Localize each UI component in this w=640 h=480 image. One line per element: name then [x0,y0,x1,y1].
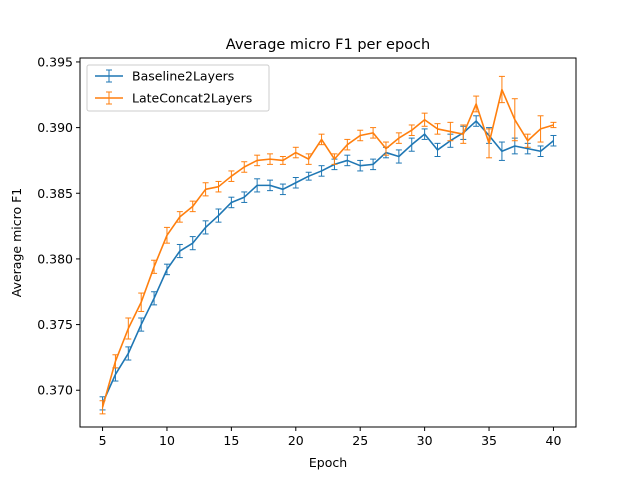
legend-box [86,64,270,112]
series-layer [99,75,557,415]
legend-label: LateConcat2Layers [132,91,252,106]
x-axis: 5 10 15 20 25 30 35 40 [99,427,562,448]
legend-label: Baseline2Layers [132,69,234,84]
y-tick-label: 0.390 [37,120,73,135]
series-line [101,88,554,408]
y-tick-label: 0.370 [37,383,73,398]
x-tick-label: 25 [352,433,368,448]
y-tick-label: 0.380 [37,251,73,266]
legend: Baseline2Layers LateConcat2Layers [86,64,270,112]
plot-area [79,57,577,428]
x-tick-label: 20 [288,433,304,448]
y-tick-label: 0.395 [37,54,73,69]
y-tick-label: 0.385 [37,186,73,201]
x-tick-label: 5 [99,433,107,448]
x-tick-label: 35 [481,433,497,448]
error-bar [550,134,557,147]
x-axis-label: Epoch [309,455,347,470]
y-axis: 0.370 0.375 0.380 0.385 0.390 0.395 [37,54,80,398]
x-tick-label: 30 [417,433,433,448]
legend-entry: LateConcat2Layers [95,91,252,106]
series-LateConcat2Layers [99,75,557,415]
legend-entry: Baseline2Layers [95,69,234,84]
x-tick-label: 15 [223,433,239,448]
y-tick-label: 0.375 [37,317,73,332]
y-axis-label: Average micro F1 [9,188,24,297]
error-bar [550,121,557,129]
axes-frame [79,57,577,428]
chart-title: Average micro F1 per epoch [226,37,430,53]
series-Baseline2Layers [99,115,557,411]
x-tick-label: 40 [546,433,562,448]
series-line [101,120,554,404]
x-tick-label: 10 [159,433,175,448]
